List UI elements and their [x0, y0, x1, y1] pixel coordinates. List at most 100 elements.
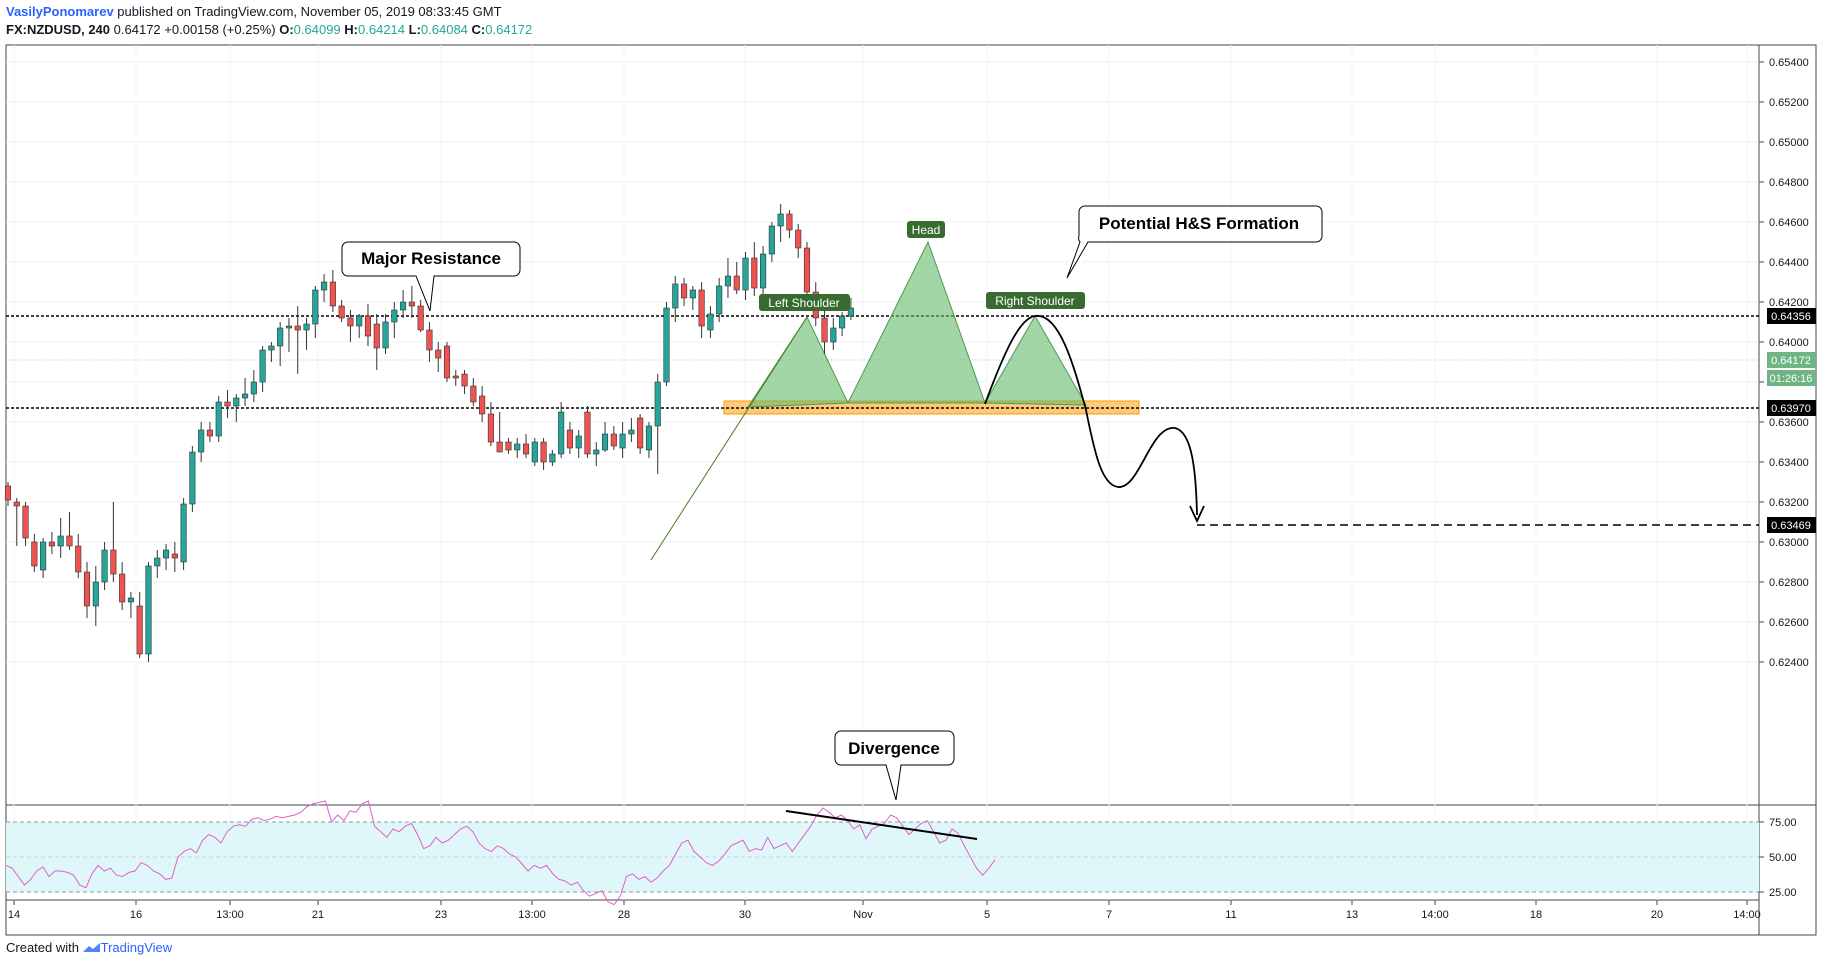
candle-body-down: [206, 429, 213, 437]
candle: [40, 538, 47, 578]
candle-body-down: [66, 535, 73, 547]
candle-body-down: [171, 553, 178, 559]
candle-body-up: [645, 425, 652, 451]
candle-body-up: [242, 393, 249, 399]
candle-body-down: [522, 443, 530, 455]
author-link[interactable]: VasilyPonomarev: [6, 4, 114, 19]
resistance-price-badge: 0.64356: [1767, 308, 1816, 324]
candle: [698, 282, 705, 338]
candle-body-up: [839, 315, 846, 329]
candle: [663, 302, 670, 386]
candle: [101, 542, 108, 590]
candle: [162, 544, 170, 570]
candle-body-down: [294, 325, 301, 331]
price-axis: 0.65400 0.65200 0.65000 0.64800 0.64600 0.644…: [1759, 57, 1809, 669]
x-tick-label: 21: [312, 909, 324, 921]
y-tick-label: 0.64000: [1769, 337, 1809, 349]
y-tick-label: 0.64400: [1769, 257, 1809, 269]
time-axis: 14 16 13:00 21 23 13:00 28 30 Nov 5 7 11 13 14:00 18 20…: [8, 900, 1761, 921]
candle-body-up: [145, 565, 152, 655]
candle-body-down: [417, 305, 424, 331]
candle: [689, 286, 696, 310]
candle-body-up: [180, 503, 187, 563]
rsi-divergence-line: [785, 810, 978, 840]
left-shoulder-shape: [747, 315, 849, 408]
candle: [4, 482, 12, 506]
candle: [558, 402, 565, 458]
tradingview-link[interactable]: TradingView: [100, 940, 173, 955]
candle-body-down: [329, 281, 336, 307]
candle: [654, 374, 661, 474]
candle-body-down: [786, 213, 793, 231]
candle-body-down: [426, 329, 433, 351]
major-resistance-callout: Major Resistance: [341, 241, 521, 312]
close-label: C:: [471, 22, 486, 37]
head-tag: Head: [907, 221, 945, 238]
candle-body-down: [452, 375, 459, 379]
candle: [391, 302, 398, 338]
y-tick-label: 0.65000: [1769, 137, 1809, 149]
candle-body-up: [233, 397, 240, 407]
y-tick-label: 0.62400: [1769, 657, 1809, 669]
candle-body-up: [391, 309, 398, 323]
candle-body-up: [40, 541, 47, 571]
right-shoulder-shape: [984, 314, 1087, 406]
candle: [312, 286, 319, 338]
candle: [382, 314, 389, 354]
candle-body-up: [189, 451, 196, 505]
target-price-badge: 0.63469: [1767, 517, 1816, 533]
candle-body-up: [724, 275, 732, 287]
candle: [259, 346, 266, 392]
rsi-axis: 75.00 50.00 25.00: [1759, 817, 1797, 899]
candle: [189, 446, 196, 512]
candle-body-up: [760, 253, 767, 289]
countdown-badge: 01:26:16: [1767, 370, 1816, 386]
candle-body-up: [303, 323, 310, 331]
low-label: L:: [408, 22, 421, 37]
x-tick-label: 7: [1106, 909, 1112, 921]
rsi-line: [5, 800, 996, 906]
candle: [338, 300, 345, 322]
candle: [233, 394, 240, 422]
candle-body-down: [136, 605, 143, 655]
candle: [751, 242, 758, 296]
candle-body-up: [259, 349, 266, 383]
major-resistance-label: Major Resistance: [361, 249, 501, 268]
candle: [75, 534, 82, 578]
candle: [57, 518, 64, 558]
candle-body-down: [48, 541, 55, 547]
candle-body-down: [119, 573, 126, 603]
candle-body-up: [575, 435, 582, 449]
candle: [66, 512, 73, 550]
candle: [584, 406, 591, 458]
candle: [645, 422, 652, 458]
footer: Created with TradingView: [6, 940, 172, 955]
candle: [461, 370, 468, 394]
candle: [839, 312, 846, 336]
candle: [505, 438, 512, 454]
candle-body-down: [338, 305, 345, 319]
candle: [716, 278, 723, 322]
candle: [400, 290, 407, 318]
divergence-callout: Divergence: [834, 730, 955, 801]
support-price-badge: 0.63970: [1767, 400, 1816, 416]
candle: [373, 314, 380, 370]
x-tick-label: 20: [1651, 909, 1663, 921]
symbol-info: FX:NZDUSD, 240 0.64172 +0.00158 (+0.25%)…: [6, 22, 532, 37]
candle: [470, 378, 477, 406]
candle-body-up: [672, 283, 679, 309]
candle-body-down: [751, 257, 758, 289]
candle-body-down: [75, 545, 82, 573]
candle-body-down: [347, 317, 354, 327]
y-tick-label: 0.65200: [1769, 97, 1809, 109]
candle: [347, 310, 354, 342]
candle: [742, 252, 749, 300]
candle-body-down: [803, 247, 811, 293]
candle: [786, 210, 793, 238]
tradingview-logo-icon: [82, 941, 101, 952]
y-tick-label: 0.63000: [1769, 537, 1809, 549]
candle: [92, 566, 99, 626]
candle-body-up: [768, 225, 775, 255]
candle: [601, 422, 609, 452]
